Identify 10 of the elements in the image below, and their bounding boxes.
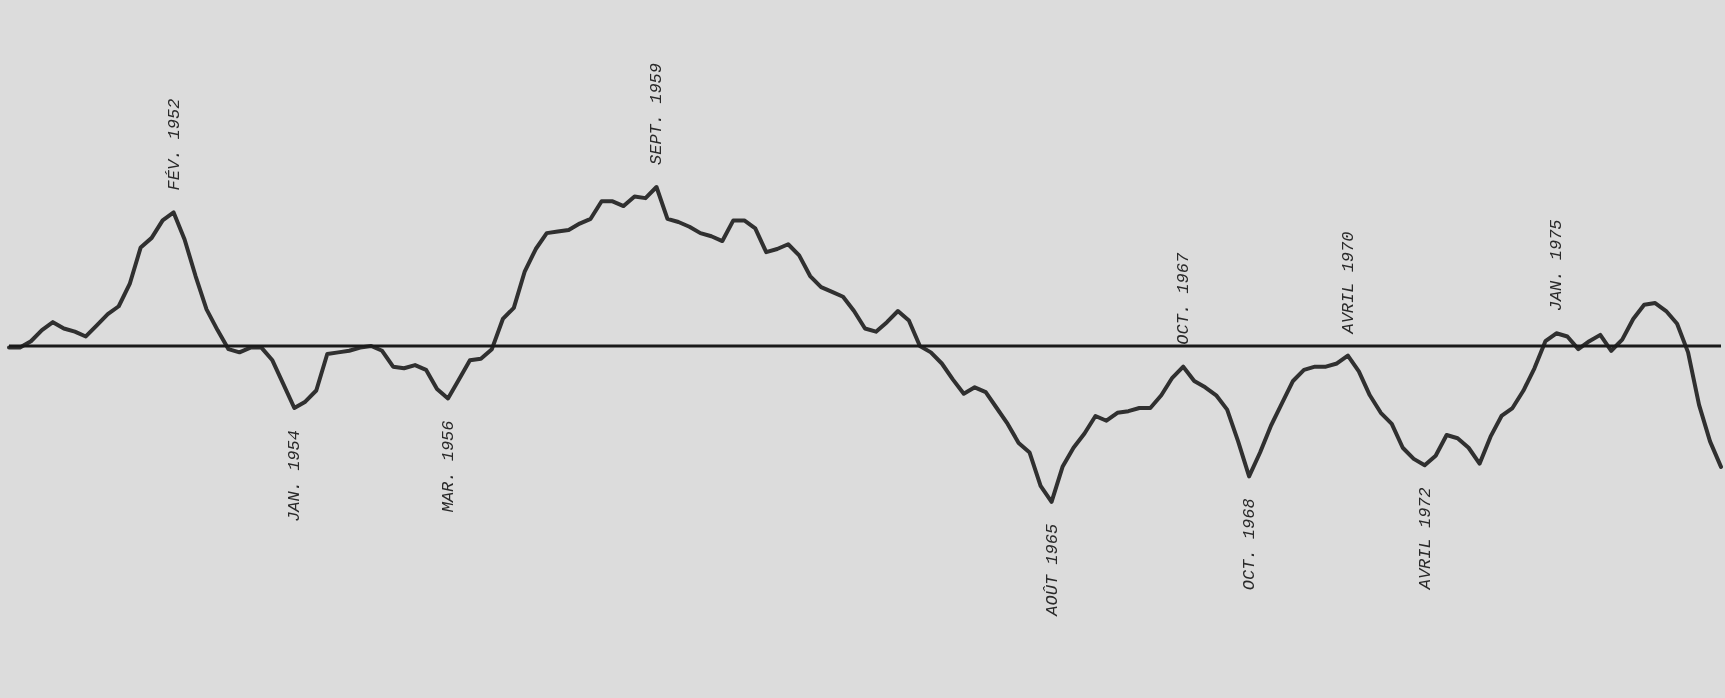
annotation: SEPT. 1959 xyxy=(647,62,667,165)
annotation: FÉV. 1952 xyxy=(164,98,184,191)
annotation: JAN. 1954 xyxy=(285,430,305,522)
annotation: OCT. 1967 xyxy=(1174,252,1194,345)
annotation: AVRIL 1972 xyxy=(1415,487,1435,591)
annotation: MAR. 1956 xyxy=(438,420,458,513)
annotation: AVRIL 1970 xyxy=(1338,231,1358,335)
annotation: OCT. 1968 xyxy=(1240,498,1260,591)
annotation: AOÛT 1965 xyxy=(1042,523,1062,617)
annotation: JAN. 1975 xyxy=(1547,219,1567,312)
